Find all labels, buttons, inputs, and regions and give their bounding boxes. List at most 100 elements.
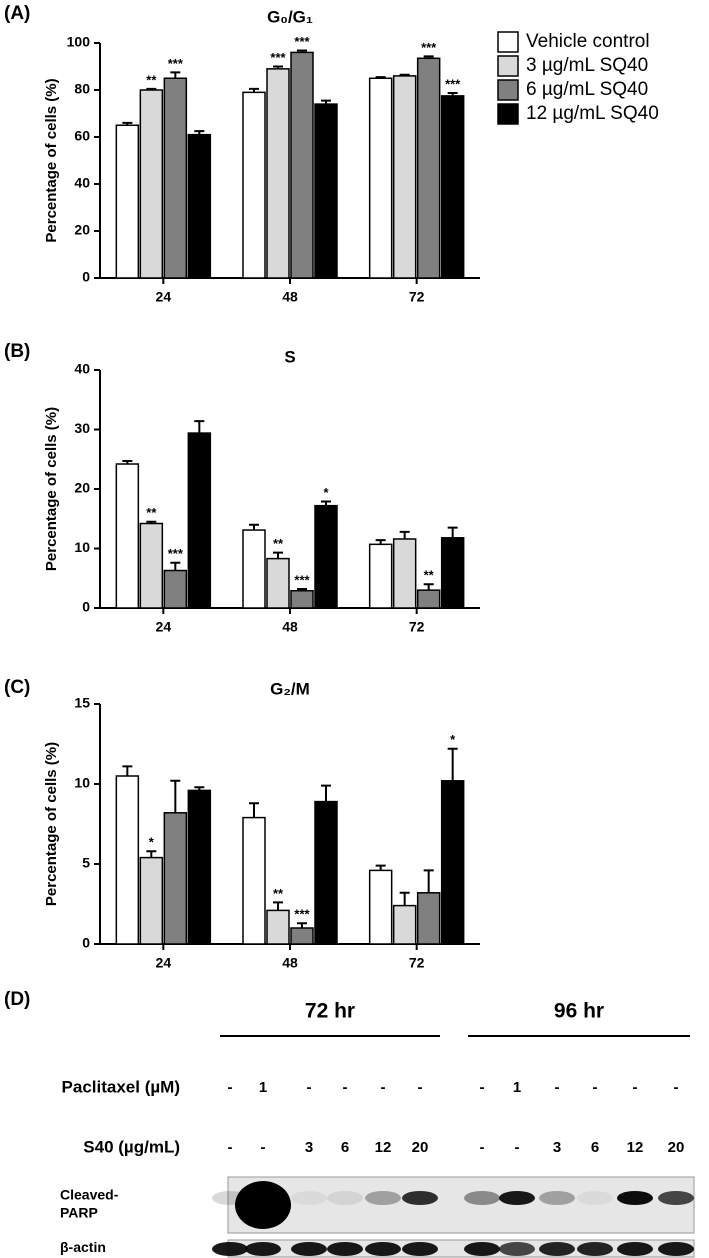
row-value: - xyxy=(593,1079,598,1096)
row-value: 6 xyxy=(341,1139,349,1156)
error-bar xyxy=(122,765,133,776)
row-value: - xyxy=(555,1079,560,1096)
x-tick-label: 48 xyxy=(282,289,298,305)
y-tick-label: 30 xyxy=(74,420,90,436)
blot-band xyxy=(658,1242,694,1256)
row-value: 3 xyxy=(305,1139,313,1156)
row-value: - xyxy=(480,1079,485,1096)
legend-swatch xyxy=(497,31,519,53)
error-bar xyxy=(447,747,458,781)
error-bar xyxy=(423,583,434,591)
row-value: - xyxy=(343,1079,348,1096)
chart-title: S xyxy=(284,347,295,366)
y-tick-label: 0 xyxy=(82,269,90,285)
x-tick-label: 48 xyxy=(282,619,298,635)
panel-label: (A) xyxy=(4,3,30,24)
bar xyxy=(242,529,266,609)
row-value: 1 xyxy=(513,1079,521,1096)
chart-title: G₂/M xyxy=(270,679,310,698)
y-tick-label: 15 xyxy=(74,695,90,711)
blot-band xyxy=(617,1191,653,1205)
row-label: Paclitaxel (µM) xyxy=(62,1077,180,1096)
row-value: - xyxy=(381,1079,386,1096)
blot-band xyxy=(464,1242,500,1256)
blot-band xyxy=(499,1191,535,1205)
y-axis-label: Percentage of cells (%) xyxy=(43,78,60,242)
significance-label: ** xyxy=(146,72,157,87)
row-value: - xyxy=(480,1139,485,1156)
legend-label: 3 µg/mL SQ40 xyxy=(526,55,648,76)
bar xyxy=(440,95,465,279)
row-value: 20 xyxy=(668,1139,685,1156)
error-bar xyxy=(249,802,259,818)
y-axis-label: Percentage of cells (%) xyxy=(43,742,60,906)
error-bar xyxy=(273,551,283,559)
blot-band xyxy=(539,1242,575,1256)
row-value: - xyxy=(307,1079,312,1096)
band-label: β-actin xyxy=(60,1239,106,1255)
row-value: - xyxy=(228,1079,233,1096)
band-label: PARP xyxy=(60,1205,98,1221)
bar xyxy=(290,927,314,945)
legend-label: 6 µg/mL SQ40 xyxy=(526,79,648,100)
band-label: Cleaved- xyxy=(60,1187,119,1203)
row-value: 1 xyxy=(259,1079,267,1096)
bar xyxy=(115,775,140,945)
bar xyxy=(266,68,290,279)
blot-band xyxy=(577,1242,613,1256)
bar xyxy=(314,103,338,279)
row-value: - xyxy=(674,1079,679,1096)
significance-label: *** xyxy=(294,34,310,49)
significance-label: * xyxy=(450,732,456,747)
error-bar xyxy=(423,869,434,893)
significance-label: * xyxy=(149,835,155,850)
panel-label: (B) xyxy=(4,341,30,362)
blot-band xyxy=(402,1191,438,1205)
bar xyxy=(314,800,338,945)
x-tick-label: 24 xyxy=(156,619,172,635)
blot-band xyxy=(327,1242,363,1256)
bar xyxy=(368,869,393,945)
x-tick-label: 24 xyxy=(156,289,172,305)
significance-label: *** xyxy=(445,76,461,91)
bar xyxy=(163,569,188,609)
legend-swatch xyxy=(497,79,519,101)
error-bar xyxy=(170,779,181,813)
significance-label: *** xyxy=(294,572,310,587)
y-tick-label: 40 xyxy=(74,361,90,377)
blot-band xyxy=(658,1191,694,1205)
blot-band xyxy=(539,1191,575,1205)
blot-band xyxy=(577,1191,613,1205)
x-tick-label: 72 xyxy=(409,619,425,635)
row-value: 3 xyxy=(553,1139,561,1156)
blot-band xyxy=(291,1242,327,1256)
y-tick-label: 40 xyxy=(74,175,90,191)
error-bar xyxy=(273,901,283,911)
x-tick-label: 48 xyxy=(282,955,298,971)
row-value: - xyxy=(261,1139,266,1156)
bar xyxy=(242,91,266,279)
bar xyxy=(187,432,212,609)
significance-label: *** xyxy=(294,907,310,922)
y-tick-label: 10 xyxy=(74,539,90,555)
bar xyxy=(139,89,164,279)
bar xyxy=(368,543,393,609)
y-tick-label: 80 xyxy=(74,81,90,97)
row-value: 12 xyxy=(627,1139,644,1156)
error-bar xyxy=(249,523,259,531)
bar xyxy=(392,904,417,945)
blot-band xyxy=(464,1191,500,1205)
row-value: 6 xyxy=(591,1139,599,1156)
y-axis-label: Percentage of cells (%) xyxy=(43,407,60,571)
error-bar xyxy=(170,71,181,79)
significance-label: ** xyxy=(424,568,435,583)
bar xyxy=(368,77,393,279)
y-tick-label: 20 xyxy=(74,222,90,238)
bar xyxy=(416,892,441,945)
bar xyxy=(139,522,164,609)
chart-title: G₀/G₁ xyxy=(267,7,313,26)
blot-band xyxy=(365,1242,401,1256)
y-tick-label: 5 xyxy=(82,855,90,871)
bar xyxy=(440,780,465,945)
